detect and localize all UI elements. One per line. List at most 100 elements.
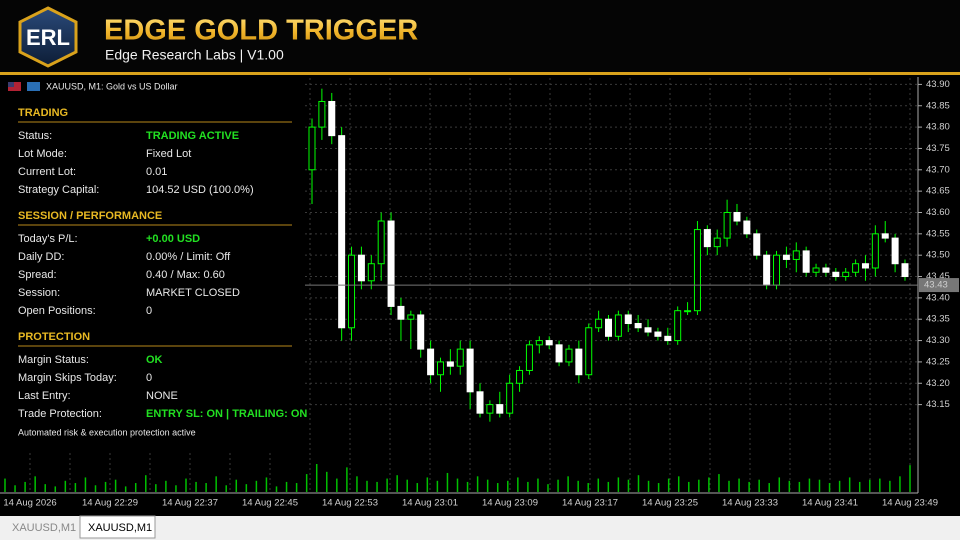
x-tick-label: 14 Aug 23:17 [562, 498, 618, 509]
candle-body [525, 344, 533, 371]
candle-body [763, 254, 771, 286]
y-tick-label: 43.15 [926, 399, 950, 410]
candle-body [555, 344, 563, 363]
x-tick-label: 14 Aug 23:49 [882, 498, 938, 509]
candle-body [357, 254, 365, 282]
row-value: ENTRY SL: ON | TRAILING: ON [146, 408, 307, 420]
row-value: OK [146, 354, 163, 366]
candle-body [466, 348, 474, 393]
symbol-bar: XAUUSD, M1: Gold vs US Dollar [8, 81, 178, 91]
y-tick-label: 43.50 [926, 250, 950, 261]
candle-body [614, 314, 622, 337]
row-label: Strategy Capital: [18, 184, 99, 196]
candle-body [446, 361, 454, 367]
y-tick-label: 43.35 [926, 314, 950, 325]
y-tick-label: 43.65 [926, 186, 950, 197]
candle-body [654, 331, 662, 337]
symbol-title: XAUUSD, M1: Gold vs US Dollar [46, 81, 178, 91]
candle-body [812, 267, 820, 273]
candle-body [456, 348, 464, 367]
candle-body [861, 263, 869, 269]
candle-body [338, 135, 346, 329]
candle-body [842, 271, 850, 278]
y-tick-label: 43.80 [926, 122, 950, 133]
section-title: TRADING [18, 107, 68, 119]
x-tick-label: 14 Aug 23:33 [722, 498, 778, 509]
candle-body [881, 233, 889, 239]
bid-label-bg [919, 278, 959, 293]
row-value: NONE [146, 390, 178, 402]
candle-body [387, 220, 395, 307]
row-value: 0 [146, 372, 152, 384]
header-bg [0, 0, 960, 74]
x-tick-label: 14 Aug 22:37 [162, 498, 218, 509]
tab-active[interactable]: XAUUSD,M1 [88, 522, 152, 534]
x-tick-label: 14 Aug 22:45 [242, 498, 298, 509]
row-label: Last Entry: [18, 390, 71, 402]
candle-body [703, 229, 711, 248]
row-label: Lot Mode: [18, 148, 67, 160]
panel-bg [0, 78, 305, 450]
x-tick-label: 14 Aug 22:53 [322, 498, 378, 509]
y-tick-label: 43.55 [926, 228, 950, 239]
section-title: SESSION / PERFORMANCE [18, 210, 162, 222]
row-value: 0.00% / Limit: Off [146, 251, 231, 263]
logo-text: ERL [26, 25, 70, 50]
logo-hex [18, 6, 78, 68]
row-label: Daily DD: [18, 251, 64, 263]
y-tick-label: 43.90 [926, 79, 950, 90]
candle-body [585, 327, 593, 376]
row-value: 0.40 / Max: 0.60 [146, 269, 225, 281]
x-tick-label: 14 Aug 23:41 [802, 498, 858, 509]
candle-body [852, 263, 860, 273]
candle-body [575, 348, 583, 376]
row-label: Current Lot: [18, 166, 76, 178]
candle-body [891, 237, 899, 265]
panel-footnote: Automated risk & execution protection ac… [18, 427, 196, 437]
candle-body [427, 348, 435, 376]
candle-body [753, 233, 761, 256]
app-subtitle: Edge Research Labs | V1.00 [105, 47, 284, 63]
candle-body [407, 314, 415, 320]
row-value: +0.00 USD [146, 233, 200, 245]
tab[interactable]: XAUUSD,M1 [12, 522, 76, 534]
candle-body [377, 220, 385, 265]
y-tick-label: 43.60 [926, 207, 950, 218]
y-tick-label: 43.75 [926, 143, 950, 154]
candle-body [644, 327, 652, 333]
candle-body [723, 211, 731, 239]
candle-body [693, 229, 701, 312]
row-value: MARKET CLOSED [146, 287, 240, 299]
candle-body [318, 100, 326, 128]
x-tick-label: 14 Aug 23:01 [402, 498, 458, 509]
candle-body [674, 310, 682, 342]
y-tick-label: 43.85 [926, 100, 950, 111]
candle-body [397, 305, 405, 320]
app-title: EDGE GOLD TRIGGER [104, 15, 418, 47]
candle-body [664, 335, 672, 342]
candle-body [308, 126, 316, 171]
row-label: Spread: [18, 269, 57, 281]
candle-body [901, 263, 909, 278]
row-label: Session: [18, 287, 60, 299]
y-tick-label: 43.40 [926, 292, 950, 303]
candle-body [436, 361, 444, 376]
symbol-icon [27, 82, 40, 91]
row-label: Status: [18, 130, 52, 142]
y-tick-label: 43.20 [926, 378, 950, 389]
x-tick-label: 14 Aug 22:29 [82, 498, 138, 509]
candle-body [782, 254, 790, 260]
candle-body [822, 267, 830, 273]
row-value: 0.01 [146, 166, 167, 178]
candle-body [545, 340, 553, 346]
candle-body [595, 318, 603, 329]
header-border [0, 72, 960, 75]
row-label: Open Positions: [18, 305, 96, 317]
flag-icon-canton [8, 82, 14, 87]
flag-icon [8, 82, 21, 91]
candle-body [713, 237, 721, 248]
candle-body [792, 250, 800, 260]
row-value: 104.52 USD (100.0%) [146, 184, 254, 196]
